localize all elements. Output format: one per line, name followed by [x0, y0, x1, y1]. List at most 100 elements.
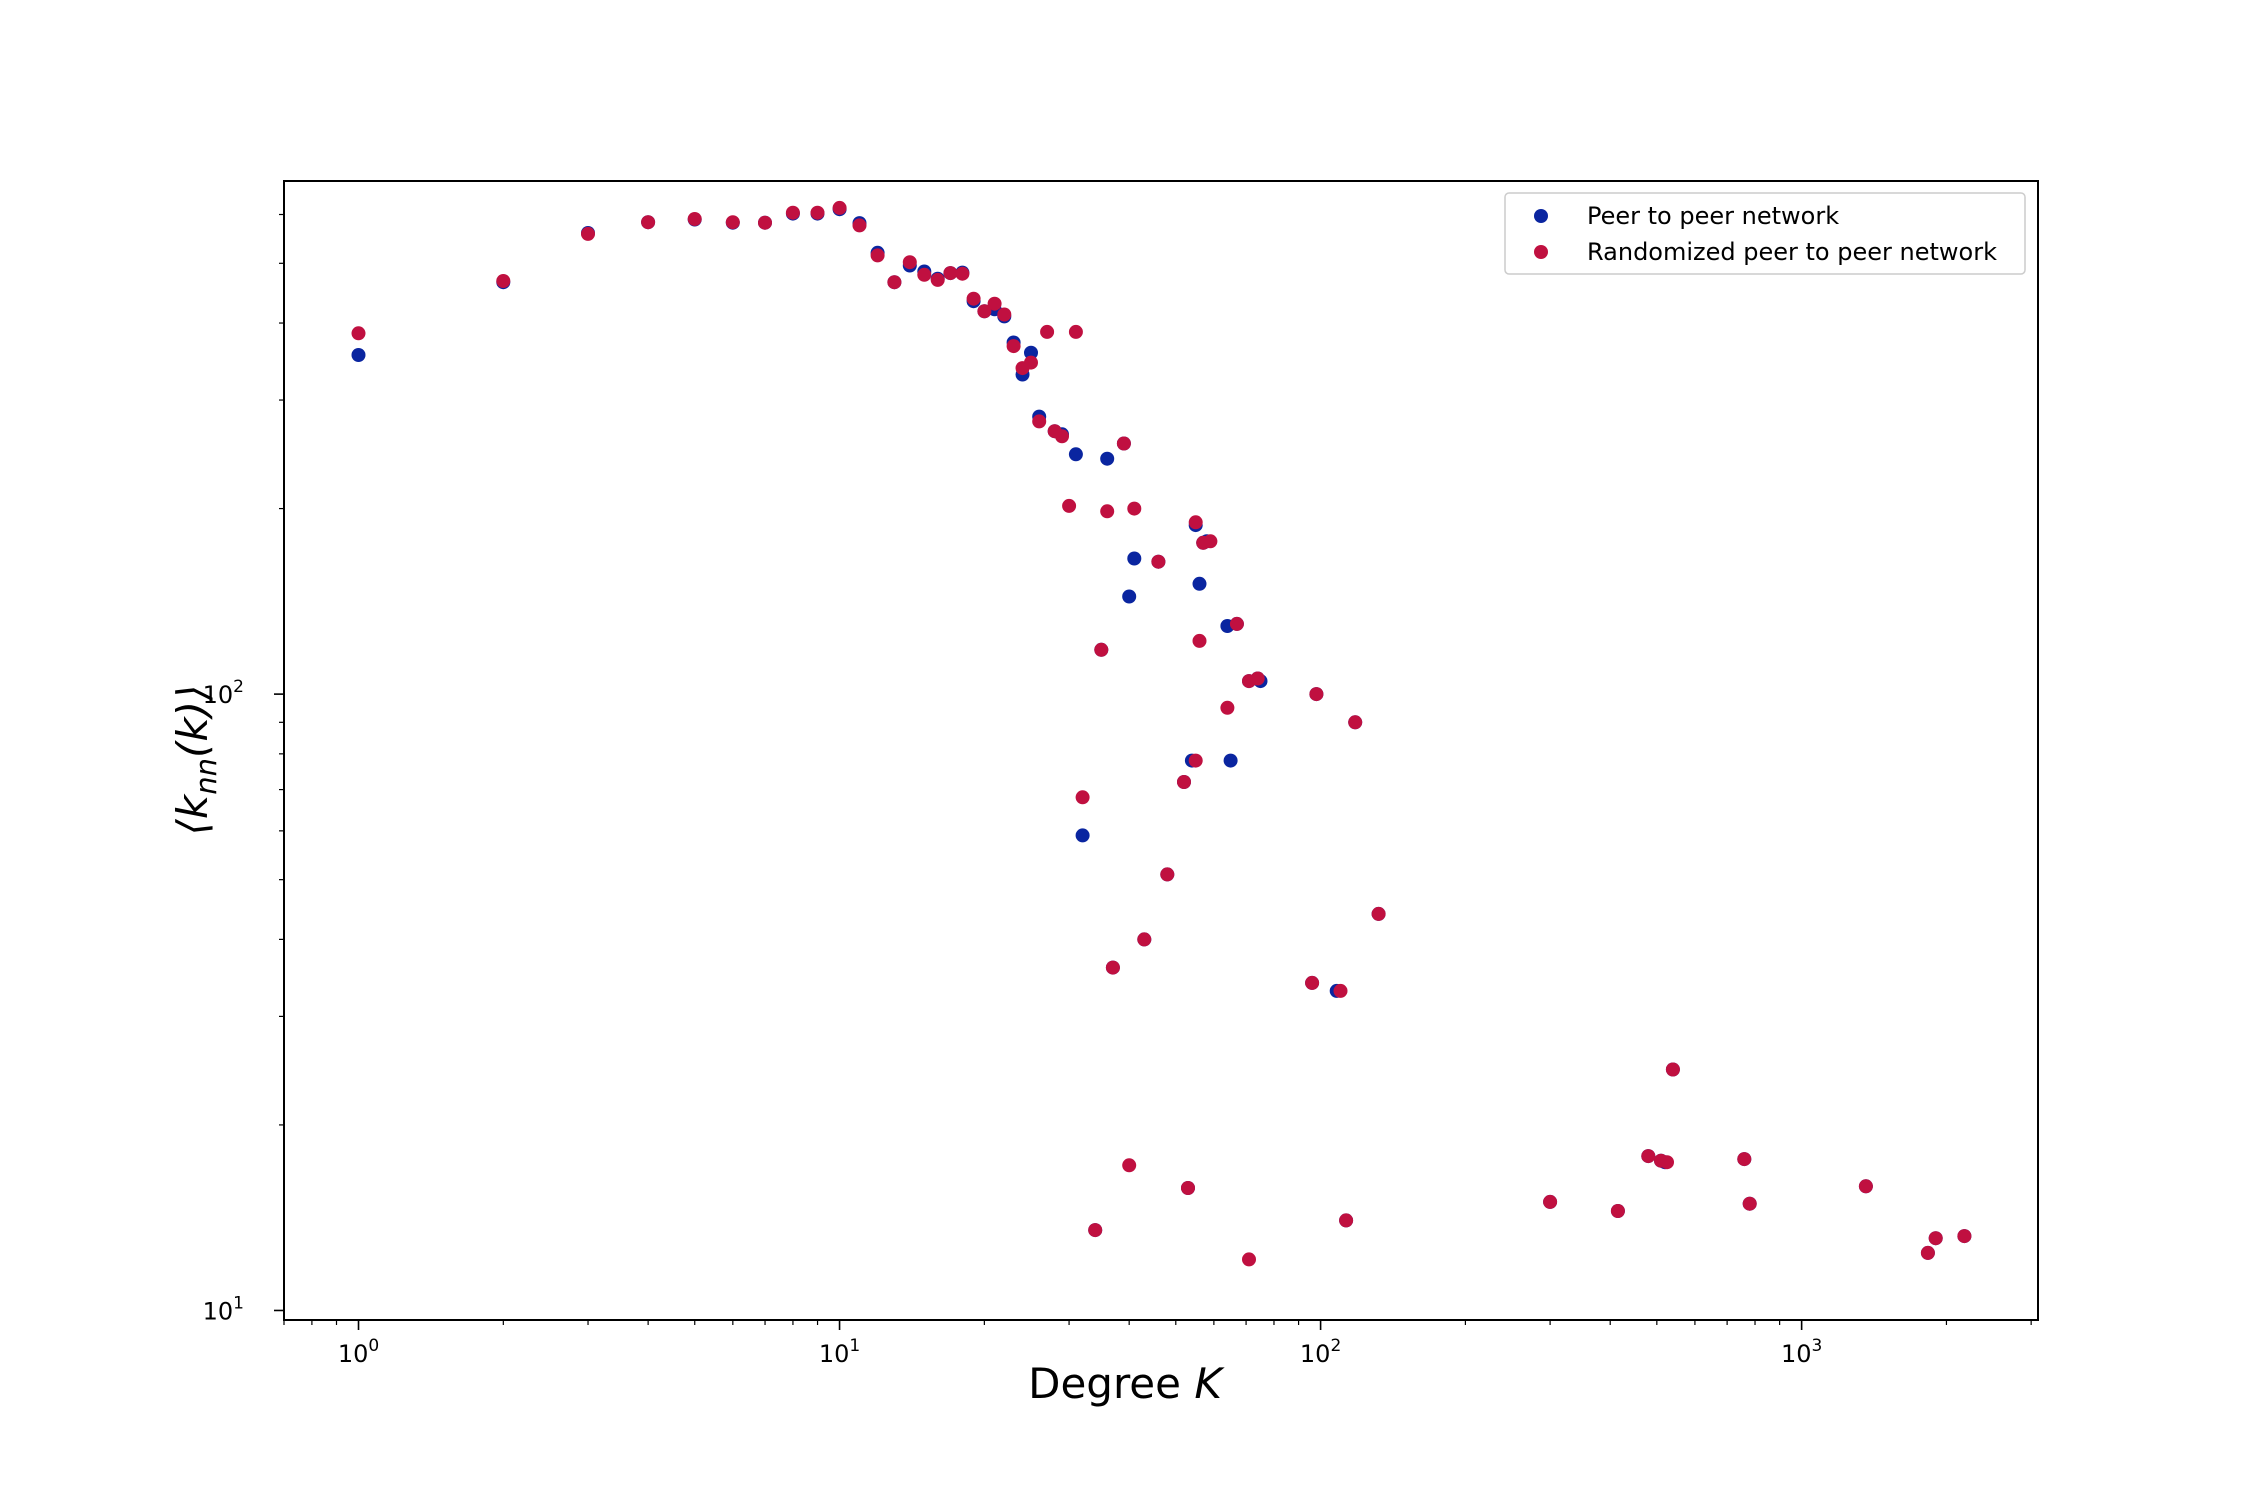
data-point: [870, 248, 885, 263]
data-point: [1641, 1149, 1656, 1164]
data-point: [987, 296, 1002, 311]
y-axis: 101 102: [203, 213, 284, 1325]
data-point: [1610, 1204, 1625, 1218]
data-point: [1024, 345, 1038, 360]
data-point: [943, 266, 958, 281]
data-point: [966, 291, 981, 306]
y-axis-title-subscript: nn: [189, 758, 223, 795]
legend-label-peer: Peer to peer network: [1587, 202, 1839, 230]
data-point: [1075, 790, 1090, 805]
data-point: [1858, 1179, 1873, 1194]
data-point: [351, 348, 366, 362]
data-point: [1188, 753, 1203, 768]
data-point: [581, 226, 595, 241]
data-point: [1105, 960, 1120, 975]
data-point: [1068, 447, 1083, 462]
data-point: [1068, 324, 1083, 339]
data-point: [1660, 1155, 1674, 1170]
data-point: [1024, 355, 1038, 370]
data-point: [1137, 932, 1152, 947]
data-point: [1100, 504, 1115, 519]
data-point: [1220, 700, 1235, 715]
legend-box: [1504, 192, 2026, 275]
data-point: [1127, 551, 1142, 566]
data-point: [1177, 775, 1191, 789]
data-point: [1151, 554, 1166, 569]
x-tick-label: 101: [819, 1336, 860, 1368]
data-point: [1122, 589, 1137, 604]
data-point: [1957, 1229, 1972, 1244]
x-axis-title: Degree K: [1028, 1359, 1225, 1408]
data-point: [1250, 671, 1265, 686]
data-point: [1339, 1213, 1354, 1228]
series-layer: [351, 200, 1972, 1267]
data-point: [1242, 1252, 1256, 1267]
data-point: [1094, 642, 1109, 657]
data-point: [1075, 828, 1090, 843]
data-point: [1122, 1158, 1137, 1173]
data-point: [687, 212, 702, 226]
data-point: [1203, 534, 1218, 549]
data-point: [1032, 414, 1047, 429]
data-point: [725, 215, 740, 230]
data-point: [1737, 1152, 1752, 1167]
x-axis-title-text: Degree: [1028, 1359, 1181, 1408]
data-point: [1371, 906, 1386, 921]
data-point: [758, 215, 772, 230]
data-point: [785, 205, 800, 220]
data-point: [1192, 576, 1207, 591]
y-axis-title: ⟨knn(k)⟩: [168, 685, 223, 836]
data-point: [1062, 498, 1077, 513]
data-point: [917, 267, 932, 282]
data-point: [1305, 975, 1320, 990]
data-point: [977, 304, 992, 319]
data-point: [1192, 633, 1207, 648]
x-tick-label: 100: [338, 1336, 379, 1368]
data-point: [1160, 867, 1175, 882]
data-point: [1920, 1245, 1935, 1260]
data-point: [955, 266, 970, 281]
data-point: [1309, 687, 1324, 702]
legend: Peer to peer network Randomized peer to …: [1504, 192, 2026, 275]
data-point: [1006, 339, 1021, 354]
y-axis-title-text: ⟨k: [168, 793, 217, 835]
legend-marker-randomized: [1534, 245, 1548, 259]
data-point: [351, 326, 366, 341]
data-point: [1665, 1062, 1680, 1077]
y-tick-label: 101: [203, 1293, 244, 1325]
data-point: [1127, 501, 1142, 516]
data-point: [1333, 983, 1348, 998]
data-point: [1181, 1181, 1195, 1195]
data-point: [852, 218, 867, 233]
data-point: [1100, 451, 1115, 466]
data-point: [810, 205, 825, 220]
data-point: [641, 215, 656, 230]
data-point: [887, 275, 902, 290]
plot-frame: [283, 180, 2039, 1321]
data-point: [1116, 436, 1131, 451]
legend-label-randomized: Randomized peer to peer network: [1587, 238, 1997, 266]
x-tick-label: 102: [1300, 1336, 1341, 1368]
data-point: [1088, 1223, 1103, 1238]
data-point: [930, 272, 945, 287]
x-axis: 100 101 102 103: [283, 1320, 2032, 1368]
x-tick-label: 103: [1781, 1336, 1822, 1368]
data-point: [1742, 1196, 1757, 1211]
data-point: [902, 255, 917, 270]
data-point: [1188, 515, 1203, 530]
data-point: [832, 200, 847, 215]
x-axis-title-variable: K: [1194, 1359, 1225, 1408]
data-point: [1040, 324, 1055, 339]
data-point: [496, 274, 511, 288]
data-point: [1223, 753, 1238, 768]
data-point: [1348, 715, 1363, 730]
y-axis-title-tail: (k)⟩: [168, 685, 217, 758]
data-point: [1055, 429, 1069, 444]
data-point: [1543, 1194, 1558, 1209]
series-randomized: [351, 200, 1972, 1267]
data-point: [997, 307, 1012, 322]
y-tick-label: 102: [203, 677, 244, 709]
legend-marker-peer: [1534, 209, 1548, 223]
data-point: [1928, 1231, 1943, 1246]
